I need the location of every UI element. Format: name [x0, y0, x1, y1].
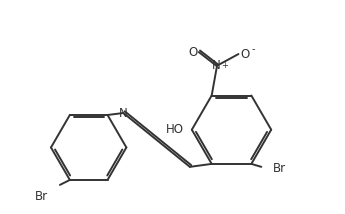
Text: HO: HO [166, 123, 184, 136]
Text: +: + [221, 61, 228, 70]
Text: N: N [119, 107, 128, 119]
Text: O: O [241, 48, 250, 61]
Text: Br: Br [35, 190, 48, 203]
Text: O: O [188, 46, 197, 59]
Text: -: - [252, 44, 255, 54]
Text: Br: Br [273, 162, 286, 175]
Text: N: N [212, 59, 221, 72]
